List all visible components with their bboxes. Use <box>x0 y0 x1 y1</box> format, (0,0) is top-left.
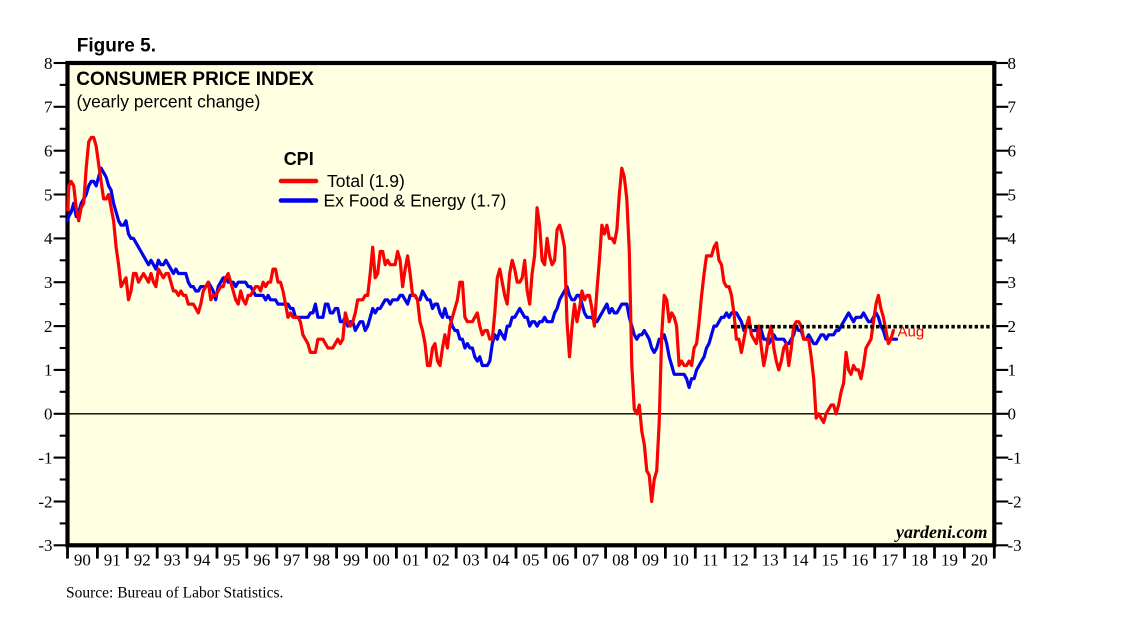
svg-text:-3: -3 <box>38 536 52 555</box>
svg-text:17: 17 <box>881 551 899 570</box>
svg-text:01: 01 <box>403 551 420 570</box>
svg-text:00: 00 <box>373 551 390 570</box>
svg-text:11: 11 <box>702 551 718 570</box>
svg-text:Figure 5.: Figure 5. <box>77 35 156 56</box>
svg-text:90: 90 <box>74 551 91 570</box>
svg-text:05: 05 <box>522 551 539 570</box>
svg-text:99: 99 <box>343 551 360 570</box>
svg-text:-3: -3 <box>1008 536 1022 555</box>
svg-text:-1: -1 <box>1008 448 1022 467</box>
svg-text:92: 92 <box>134 551 151 570</box>
svg-text:6: 6 <box>1008 142 1017 161</box>
svg-text:18: 18 <box>911 551 928 570</box>
svg-text:Total (1.9): Total (1.9) <box>327 171 405 191</box>
svg-text:3: 3 <box>44 273 53 292</box>
svg-text:16: 16 <box>851 551 868 570</box>
svg-text:6: 6 <box>44 142 53 161</box>
svg-text:13: 13 <box>762 551 779 570</box>
svg-text:3: 3 <box>1008 273 1017 292</box>
svg-text:Ex Food & Energy (1.7): Ex Food & Energy (1.7) <box>324 191 507 211</box>
svg-text:91: 91 <box>104 551 121 570</box>
svg-text:8: 8 <box>1008 54 1017 73</box>
svg-text:93: 93 <box>164 551 181 570</box>
svg-text:96: 96 <box>253 551 270 570</box>
svg-text:98: 98 <box>313 551 330 570</box>
svg-text:04: 04 <box>493 551 511 570</box>
svg-text:4: 4 <box>44 229 53 248</box>
svg-text:4: 4 <box>1008 229 1017 248</box>
svg-text:-1: -1 <box>38 448 52 467</box>
svg-text:94: 94 <box>194 551 212 570</box>
svg-text:19: 19 <box>941 551 958 570</box>
svg-text:95: 95 <box>223 551 240 570</box>
svg-text:2: 2 <box>44 317 53 336</box>
svg-text:2: 2 <box>1008 317 1017 336</box>
svg-text:8: 8 <box>44 54 53 73</box>
svg-text:14: 14 <box>792 551 810 570</box>
svg-text:02: 02 <box>433 551 450 570</box>
svg-text:Source: Bureau of Labor Statis: Source: Bureau of Labor Statistics. <box>66 585 283 602</box>
svg-text:12: 12 <box>732 551 749 570</box>
svg-text:1: 1 <box>44 361 53 380</box>
svg-text:5: 5 <box>44 185 53 204</box>
svg-text:7: 7 <box>1008 98 1017 117</box>
svg-text:08: 08 <box>612 551 629 570</box>
svg-text:1: 1 <box>1008 361 1017 380</box>
svg-text:10: 10 <box>672 551 689 570</box>
svg-text:0: 0 <box>1008 405 1017 424</box>
svg-text:-2: -2 <box>1008 492 1022 511</box>
svg-text:CPI: CPI <box>284 149 314 169</box>
svg-text:09: 09 <box>642 551 659 570</box>
svg-text:Aug: Aug <box>898 324 925 341</box>
svg-text:5: 5 <box>1008 185 1017 204</box>
svg-text:(yearly percent change): (yearly percent change) <box>77 91 261 111</box>
svg-text:7: 7 <box>44 98 53 117</box>
svg-text:yardeni.com: yardeni.com <box>894 522 988 542</box>
svg-text:-2: -2 <box>38 492 52 511</box>
svg-text:15: 15 <box>821 551 838 570</box>
svg-text:07: 07 <box>582 551 600 570</box>
svg-text:03: 03 <box>463 551 480 570</box>
svg-text:CONSUMER PRICE INDEX: CONSUMER PRICE INDEX <box>76 69 314 90</box>
svg-text:0: 0 <box>44 405 53 424</box>
svg-text:06: 06 <box>552 551 569 570</box>
svg-text:97: 97 <box>283 551 301 570</box>
svg-text:20: 20 <box>971 551 988 570</box>
